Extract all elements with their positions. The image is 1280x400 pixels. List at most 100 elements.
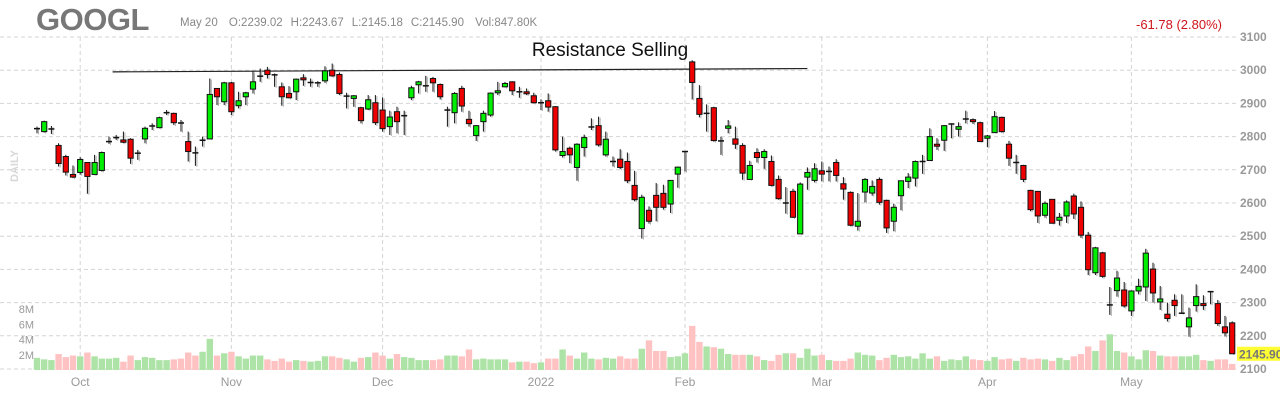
volume-bar: [653, 351, 660, 370]
volume-bar: [696, 341, 703, 370]
volume-bar: [1041, 359, 1049, 370]
volume-bar: [775, 354, 782, 370]
volume-bar: [912, 358, 919, 370]
candle: [552, 106, 559, 153]
candle: [1113, 270, 1121, 298]
candle-body: [689, 61, 696, 83]
candle-body: [912, 161, 919, 179]
candle: [293, 78, 300, 102]
candle-body: [573, 143, 581, 168]
volume-bar: [1178, 356, 1185, 370]
candle: [386, 110, 393, 136]
volume-bar: [228, 351, 235, 370]
candle-body: [41, 121, 48, 133]
candle-body: [473, 125, 480, 137]
candle: [336, 72, 343, 97]
y-tick-label: 3100: [1240, 30, 1267, 44]
volume-bar: [804, 348, 811, 370]
volume-bar: [869, 355, 876, 370]
y-tick-label: 2100: [1240, 362, 1267, 376]
volume-bar: [1063, 360, 1070, 370]
candle-body: [847, 191, 854, 226]
y-tick-label: 2600: [1240, 196, 1267, 210]
candle: [797, 182, 804, 235]
candle: [984, 134, 991, 149]
candle: [242, 91, 249, 107]
volume-bar: [998, 359, 1005, 370]
candle: [595, 116, 602, 148]
candle: [285, 86, 293, 100]
candle: [897, 180, 905, 212]
candle-body: [818, 170, 825, 175]
volume-bar: [372, 352, 379, 370]
candle-body: [624, 161, 631, 182]
volume-bar: [1027, 359, 1034, 370]
candle: [826, 166, 832, 183]
candle: [1185, 307, 1193, 338]
candle: [170, 112, 177, 126]
volume-bar: [1164, 356, 1171, 370]
candle: [98, 151, 105, 173]
candle-body: [897, 180, 905, 197]
candle-body: [739, 145, 746, 174]
candle-body: [487, 92, 494, 116]
candle: [1128, 290, 1135, 317]
candle-body: [883, 199, 890, 229]
candle-body: [890, 206, 897, 222]
candle: [343, 92, 350, 110]
candle-body: [120, 139, 127, 143]
candle-body: [933, 143, 941, 147]
candle-body: [1171, 299, 1178, 307]
volume-bar: [321, 356, 329, 370]
candle: [955, 122, 962, 138]
candle: [739, 143, 746, 181]
candle-body: [379, 109, 386, 130]
volume-bar: [897, 357, 905, 370]
candle: [1099, 251, 1106, 279]
volume-tick-label: 2M: [19, 350, 34, 362]
volume-bar: [415, 360, 422, 370]
candle-body: [617, 158, 624, 168]
candle-body: [746, 164, 753, 180]
candle: [77, 157, 84, 176]
candle: [573, 143, 581, 182]
candle: [314, 81, 321, 88]
volume-bar: [249, 355, 257, 370]
candle: [530, 92, 537, 105]
candle: [62, 154, 69, 177]
candle: [1221, 315, 1229, 338]
candle: [120, 131, 127, 145]
volume-bar: [660, 351, 667, 370]
candle-body: [1200, 303, 1207, 307]
candle: [1193, 284, 1200, 313]
volume-bar: [1106, 334, 1113, 370]
candle: [134, 149, 141, 161]
volume-bar: [1128, 356, 1135, 370]
candle: [682, 150, 688, 173]
volume-bar: [753, 356, 761, 370]
candle-body: [811, 168, 818, 181]
y-tick-label: 2900: [1240, 96, 1267, 110]
candle-body: [660, 192, 667, 208]
candle: [890, 203, 897, 233]
candle: [1049, 198, 1056, 225]
candle: [91, 154, 98, 177]
volume-bar: [516, 361, 523, 370]
candle: [429, 76, 437, 93]
volume-bar: [883, 357, 890, 370]
candle: [933, 138, 941, 151]
volume-bar: [91, 356, 98, 370]
candle-body: [1056, 216, 1063, 221]
candle: [1034, 190, 1041, 224]
candle: [141, 126, 149, 145]
volume-bar: [746, 354, 753, 370]
candle-body: [1149, 268, 1157, 294]
candle: [876, 177, 883, 206]
candle-body: [1214, 303, 1221, 325]
volume-bar: [811, 355, 818, 370]
volume-bar: [293, 360, 300, 370]
ticker-symbol: GOOGL: [36, 2, 149, 37]
last-price-label: 2145.90: [1239, 347, 1280, 361]
candle-body: [264, 69, 271, 76]
